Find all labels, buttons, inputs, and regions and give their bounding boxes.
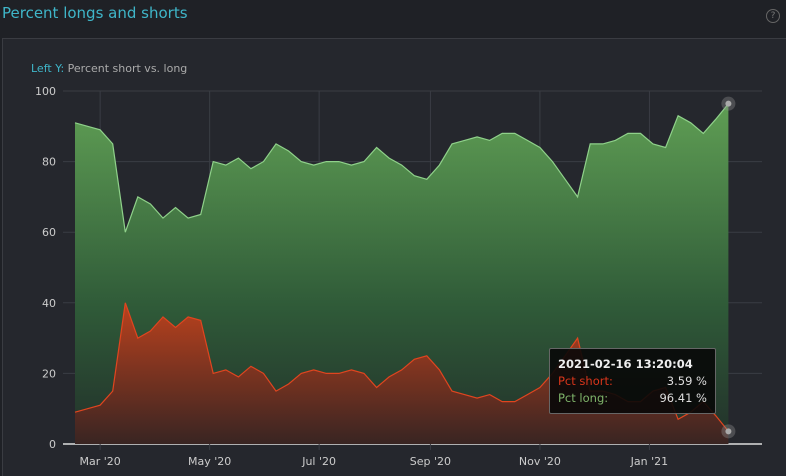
x-tick-label: Nov '20 xyxy=(519,455,561,468)
x-tick-label: Jul '20 xyxy=(301,455,336,468)
tooltip-short-value: 3.59 % xyxy=(667,374,707,388)
tooltip-long-row: Pct long: 96.41 % xyxy=(558,391,707,405)
y-tick-label: 60 xyxy=(42,226,56,239)
tooltip: 2021-02-16 13:20:04 Pct short: 3.59 % Pct… xyxy=(549,348,716,414)
tooltip-long-value: 96.41 % xyxy=(659,391,707,405)
y-tick-label: 40 xyxy=(42,297,56,310)
short-hover-marker xyxy=(725,428,731,434)
tooltip-long-label: Pct long: xyxy=(558,391,608,405)
y-tick-label: 80 xyxy=(42,156,56,169)
x-tick-label: Mar '20 xyxy=(79,455,120,468)
tooltip-short-label: Pct short: xyxy=(558,374,613,388)
y-tick-label: 0 xyxy=(49,438,56,451)
x-tick-label: May '20 xyxy=(188,455,231,468)
tooltip-time: 2021-02-16 13:20:04 xyxy=(558,357,693,371)
x-tick-label: Jan '21 xyxy=(630,455,668,468)
x-tick-label: Sep '20 xyxy=(410,455,451,468)
long-hover-marker xyxy=(725,101,731,107)
tooltip-short-row: Pct short: 3.59 % xyxy=(558,374,707,388)
y-tick-label: 100 xyxy=(35,85,56,98)
y-tick-label: 20 xyxy=(42,367,56,380)
